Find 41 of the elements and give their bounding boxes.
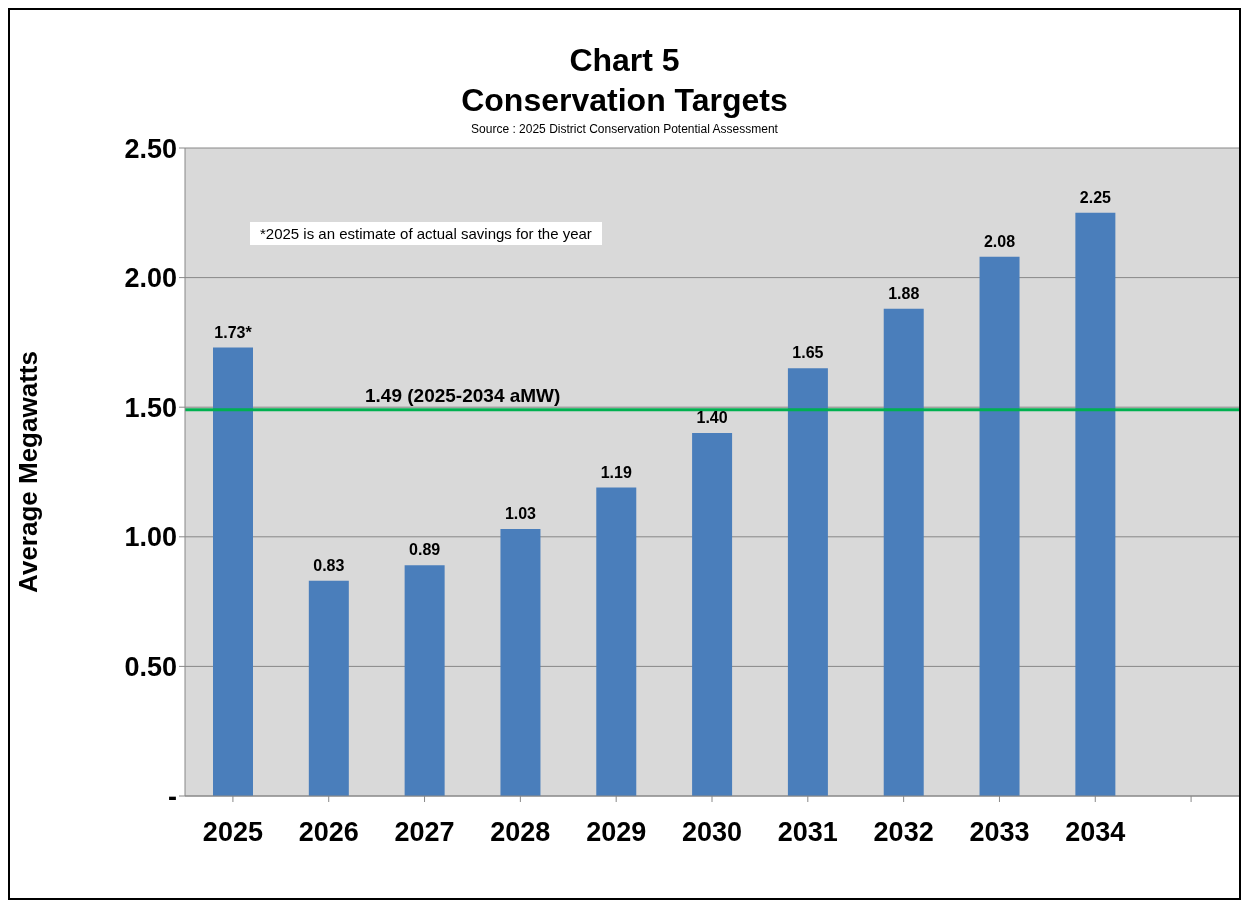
bar	[979, 256, 1020, 796]
data-label: 2.25	[1079, 188, 1112, 206]
bar	[213, 347, 253, 796]
y-axis-title: Average Megawatts	[13, 351, 44, 593]
bar	[692, 433, 733, 796]
y-tick-label: 2.50	[124, 133, 177, 164]
y-tick-label: 0.50	[124, 651, 177, 682]
bar	[1075, 212, 1116, 796]
chart-title: Chart 5 Conservation Targets	[460, 41, 789, 120]
bar	[404, 565, 445, 796]
bar	[787, 368, 828, 796]
x-tick-label: 2032	[873, 817, 934, 848]
data-label: 0.83	[313, 556, 345, 574]
bar	[500, 529, 541, 796]
chart-subtitle: Source : 2025 District Conservation Potential Assessment	[471, 122, 778, 136]
x-tick-label: 2025	[202, 817, 263, 848]
x-tick-label: 2026	[298, 817, 359, 848]
bar	[883, 308, 924, 796]
y-tick-label: -	[168, 781, 177, 812]
data-label: 2.08	[983, 232, 1016, 250]
y-tick-label: 2.00	[124, 263, 177, 294]
x-tick-label: 2034	[1065, 817, 1126, 848]
bar	[596, 487, 637, 796]
ref-line-label: 1.49 (2025-2034 aMW)	[365, 384, 561, 406]
x-tick-label: 2027	[394, 817, 455, 848]
bar	[308, 580, 349, 796]
data-label: 1.40	[696, 409, 728, 427]
y-tick-label: 1.00	[124, 522, 177, 553]
x-tick-label: 2031	[777, 817, 838, 848]
x-tick-label: 2030	[681, 817, 743, 848]
x-tick-label: 2029	[586, 817, 647, 848]
data-label: 1.03	[504, 505, 537, 523]
data-label: 1.88	[888, 284, 920, 302]
y-tick-label: 1.50	[124, 392, 177, 423]
data-label: 0.89	[409, 541, 441, 559]
x-tick-label: 2033	[969, 817, 1030, 848]
x-tick-label: 2028	[490, 817, 551, 848]
annotation: *2025 is an estimate of actual savings for the year	[250, 222, 602, 245]
data-label: 1.65	[792, 344, 824, 362]
data-label: 1.19	[600, 463, 632, 481]
data-label: 1.73*	[214, 323, 253, 341]
